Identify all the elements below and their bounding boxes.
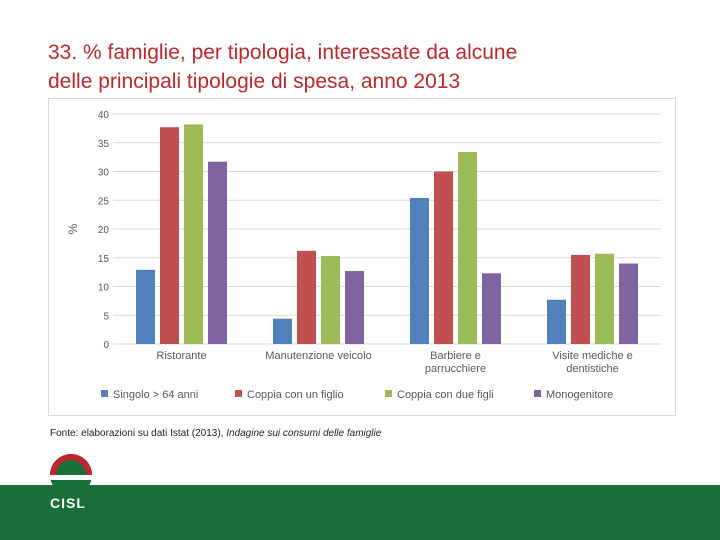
bar (619, 263, 638, 344)
y-tick-label: 5 (103, 311, 109, 322)
bar (321, 256, 340, 344)
bar (208, 161, 227, 344)
cisl-logo-icon (50, 454, 92, 496)
x-tick-label: Manutenzione veicolo (265, 350, 371, 362)
logo-text: CISL (50, 495, 86, 511)
y-tick-label: 0 (103, 340, 109, 351)
y-tick-label: 25 (98, 196, 110, 207)
y-tick-label: 40 (98, 110, 110, 121)
bar (434, 171, 453, 344)
bar (136, 269, 155, 344)
bar (571, 254, 590, 344)
source-prefix: Fonte: elaborazioni su dati Istat (2013)… (50, 428, 227, 439)
source-note: Fonte: elaborazioni su dati Istat (2013)… (50, 428, 381, 439)
y-axis-label: % (66, 223, 80, 234)
y-tick-label: 35 (98, 139, 110, 150)
x-tick-label: dentistiche (566, 363, 619, 375)
slide-title: 33. % famiglie, per tipologia, interessa… (48, 38, 688, 96)
y-tick-label: 20 (98, 225, 110, 236)
y-tick-label: 30 (98, 168, 110, 179)
bar (595, 253, 614, 344)
y-tick-label: 10 (98, 283, 110, 294)
legend-label: Coppia con un figlio (247, 389, 344, 401)
chart-area: 0 5 10 15 20 25 30 35 40% Ristorante Manutenzione … (48, 98, 676, 416)
legend-label: Coppia con due figli (397, 389, 494, 401)
bar (458, 151, 477, 344)
y-tick-label: 15 (98, 254, 110, 265)
bar (273, 318, 292, 344)
source-title: Indagine sui consumi delle famiglie (226, 428, 382, 439)
slide-title-line-1: 33. % famiglie, per tipologia, interessa… (48, 41, 518, 64)
x-tick-label: Barbiere e (430, 350, 481, 362)
footer-band (0, 485, 720, 540)
bar-chart: 0 5 10 15 20 25 30 35 40% Ristorante Manutenzione … (66, 110, 661, 401)
x-tick-label: Ristorante (156, 350, 206, 362)
x-tick-label: Visite mediche e (552, 350, 633, 362)
legend-swatch (534, 390, 541, 397)
bar (410, 197, 429, 344)
bar (345, 270, 364, 344)
slide-title-line-2: delle principali tipologie di spesa, ann… (48, 70, 461, 93)
bar (184, 124, 203, 344)
bar (160, 127, 179, 344)
legend-swatch (235, 390, 242, 397)
legend-label: Monogenitore (546, 389, 613, 401)
bar (482, 273, 501, 344)
x-tick-label: parrucchiere (425, 363, 486, 375)
bar (547, 299, 566, 344)
legend-label: Singolo > 64 anni (113, 389, 198, 401)
bar (297, 250, 316, 344)
legend-swatch (101, 390, 108, 397)
legend-swatch (385, 390, 392, 397)
